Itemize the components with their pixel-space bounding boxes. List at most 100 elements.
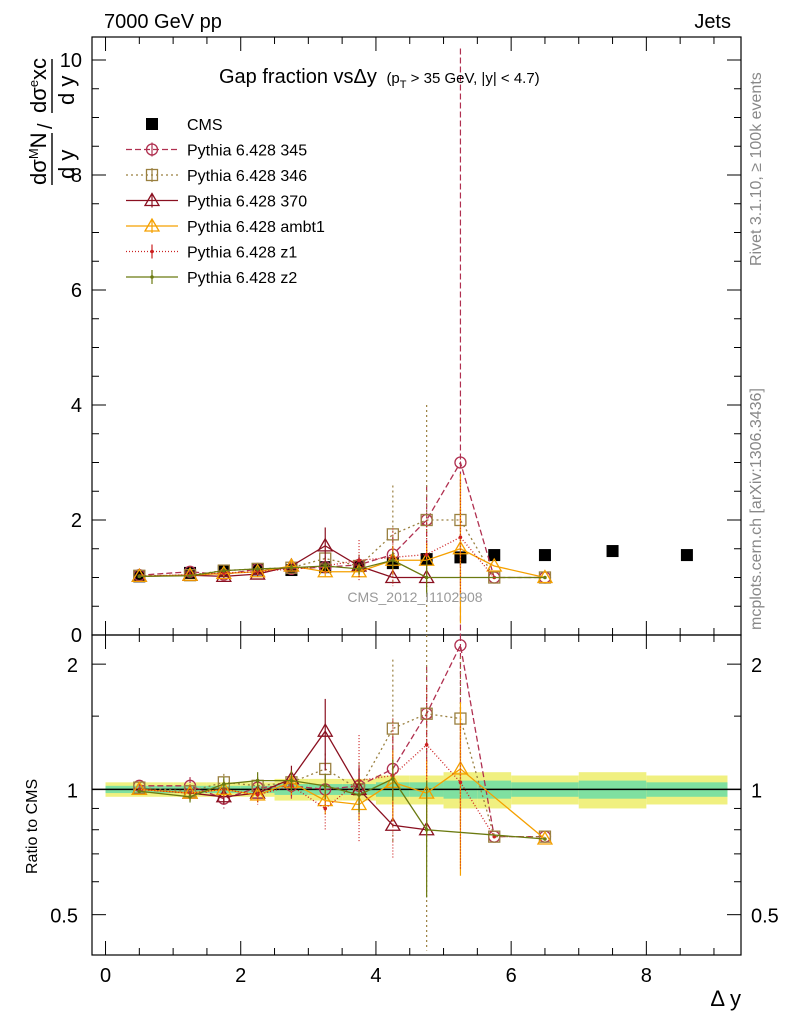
ratio-point [424, 827, 429, 832]
data-point [680, 549, 693, 562]
ratio-y-axis-label: Ratio to CMS [24, 779, 41, 874]
series-1 [133, 48, 552, 635]
data-point [458, 535, 463, 540]
ratio-point [289, 778, 294, 783]
data-point [188, 573, 192, 578]
svg-text:dσMN: dσMN [26, 132, 51, 185]
x-tick-label: 4 [370, 965, 381, 987]
legend-entry: Pythia 6.428 ambt1 [126, 217, 325, 236]
analysis-id: CMS_2012_I1102908 [347, 589, 482, 605]
data-point [131, 568, 148, 582]
header-left: 7000 GeV pp [104, 11, 222, 33]
ratio-point [488, 830, 501, 843]
ratio-point [452, 760, 469, 775]
data-point [452, 540, 469, 555]
ratio-y-tick-label: 1 [67, 780, 78, 802]
series-line [139, 545, 427, 579]
legend-entry: Pythia 6.428 345 [126, 142, 307, 160]
ratio-point [215, 781, 232, 796]
legend-entry: Pythia 6.428 370 [126, 192, 307, 211]
main-y-tick-label: 2 [71, 510, 82, 532]
data-point [357, 567, 361, 571]
legend-marker [143, 217, 161, 232]
main-y-tick-label: 8 [71, 165, 82, 187]
legend-label: Pythia 6.428 ambt1 [187, 219, 325, 236]
ratio-point [391, 777, 395, 781]
ratio-point [188, 794, 192, 799]
data-point [606, 545, 619, 558]
ratio-point [215, 788, 232, 803]
data-point [536, 569, 554, 584]
ratio-point [255, 793, 260, 797]
header-right: Jets [694, 11, 731, 33]
ratio-panel-frame [91, 634, 742, 956]
ratio-y-axis: 0.5 0.5 1 1 2 2 [50, 655, 779, 928]
ratio-point [357, 793, 361, 797]
ratio-point [458, 780, 463, 785]
ratio-line [139, 778, 545, 840]
data-point [249, 563, 266, 578]
ratio-point [255, 778, 260, 783]
data-point [317, 563, 334, 578]
side-label-bottom: mcplots.cern.ch [arXiv:1306.3436] [748, 388, 765, 630]
legend: CMS Pythia 6.428 345 Pythia 6.428 346 Pythi… [126, 117, 325, 287]
legend-marker [150, 275, 154, 279]
ratio-point [249, 786, 266, 801]
series-line [139, 519, 545, 579]
series-line [139, 559, 545, 579]
ratio-point [323, 784, 328, 788]
ratio-point [131, 781, 148, 796]
data-point [255, 567, 260, 571]
ratio-y-tick-label: 0.5 [50, 906, 78, 928]
svg-text:d y: d y [54, 76, 79, 105]
ratio-y-tick-label-right: 1 [751, 780, 762, 802]
svg-text:dσexc: dσexc [26, 58, 51, 113]
data-point [486, 557, 503, 572]
data-point [543, 575, 547, 580]
ratio-series-1 [133, 635, 552, 843]
legend-marker [143, 192, 161, 207]
data-point [289, 565, 294, 570]
main-y-tick-label: 4 [71, 395, 82, 417]
chart-title: Gap fraction vsΔy (pT > 35 GeV, |y| < 4.… [219, 66, 540, 91]
ratio-y-tick-label-right: 2 [751, 655, 762, 677]
data-point [538, 549, 551, 562]
main-y-axis: 0 2 4 6 8 10 [60, 50, 741, 647]
legend-entry: Pythia 6.428 346 [126, 168, 307, 185]
legend-label: Pythia 6.428 346 [187, 168, 307, 185]
ratio-point [420, 707, 433, 720]
legend-label: Pythia 6.428 370 [187, 194, 307, 211]
main-y-tick-label: 10 [60, 50, 82, 72]
x-tick-label: 0 [100, 965, 111, 987]
data-point [317, 537, 334, 552]
x-tick-label: 8 [641, 965, 652, 987]
series-4 [131, 474, 554, 624]
data-point [424, 575, 429, 580]
chart-title-cut-rest: > 35 GeV, |y| < 4.7) [407, 70, 540, 87]
series-6 [137, 551, 547, 595]
ratio-point [424, 742, 429, 747]
legend-label: Pythia 6.428 345 [187, 143, 307, 160]
ratio-point [317, 722, 334, 737]
ratio-point [454, 639, 467, 652]
main-y-axis-label: dσMN d y / dσexc d y [26, 58, 79, 185]
svg-text:d y: d y [54, 150, 79, 179]
data-point [215, 568, 232, 582]
x-axis: 0 2 4 6 8 [100, 37, 715, 987]
ratio-point [323, 806, 328, 811]
ratio-point [543, 837, 547, 841]
ratio-point [317, 792, 334, 807]
data-point [488, 549, 501, 562]
side-label-top: Rivet 3.1.10, ≥ 100k events [748, 72, 765, 266]
svg-text:/: / [35, 123, 57, 129]
data-point [454, 456, 467, 469]
data-point [249, 565, 266, 580]
ratio-series-6 [137, 759, 547, 898]
data-point [384, 569, 401, 584]
chart-title-main: Gap fraction vsΔy [219, 66, 377, 88]
data-point [222, 568, 226, 573]
x-axis-label: Δ y [710, 986, 741, 1011]
data-point [323, 564, 328, 568]
legend-entry: Pythia 6.428 z2 [126, 270, 297, 287]
main-y-tick-label: 0 [71, 625, 82, 647]
